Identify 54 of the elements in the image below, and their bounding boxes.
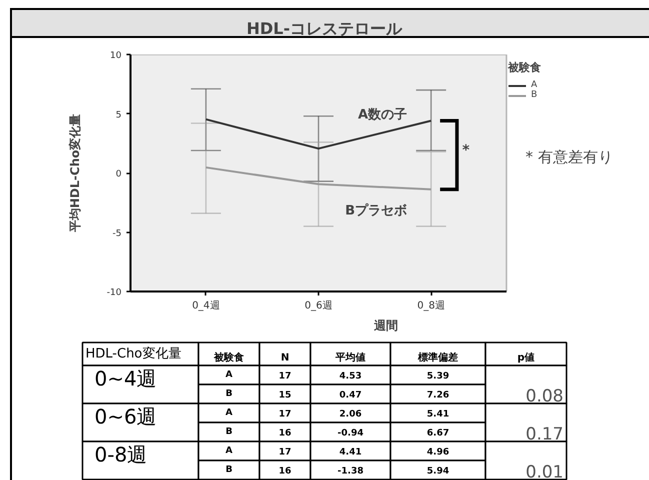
text: 15	[278, 390, 292, 400]
text: * 有意差有り	[526, 148, 613, 166]
annotation: A数の子	[358, 107, 408, 122]
category-label: 平均値	[334, 352, 366, 364]
text: 17	[278, 448, 292, 458]
y-tick-label: -5	[112, 228, 122, 239]
text: A	[226, 408, 232, 418]
text: 0~4週	[94, 366, 157, 390]
text: 5.41	[426, 410, 450, 420]
text: 4.96	[426, 448, 450, 458]
y-tick-label: 10	[110, 51, 122, 61]
y-tick-label: -10	[106, 288, 122, 298]
y-axis-title: 平均HDL-Cho変化量	[68, 114, 82, 234]
category-label: HDL-Cho変化量	[86, 346, 182, 362]
text: A	[226, 370, 232, 380]
category-label: 標準偏差	[417, 352, 458, 364]
x-tick-label: 0_8週	[417, 300, 445, 312]
text: A	[226, 446, 232, 456]
x-tick-label: 0_6週	[304, 300, 332, 312]
text: 17	[278, 410, 292, 420]
legend-label: A	[531, 80, 538, 90]
legend-label: B	[531, 90, 538, 100]
text: 0.08	[526, 386, 564, 406]
text: 0-8週	[94, 442, 148, 466]
text: 2.06	[339, 410, 362, 420]
text: 0~6週	[94, 404, 157, 428]
category-label: N	[280, 352, 290, 364]
text: 5.39	[426, 372, 450, 382]
y-tick-label: 5	[116, 110, 122, 120]
text: 0.47	[339, 390, 362, 400]
text: -0.94	[338, 428, 364, 438]
x-tick-label: 0_4週	[192, 300, 220, 312]
text: 0.17	[526, 424, 564, 444]
text: 7.26	[426, 390, 450, 400]
text: B	[226, 427, 232, 437]
text: 4.53	[339, 372, 362, 382]
y-tick-label: 0	[116, 170, 122, 180]
annotation: *	[462, 142, 470, 158]
text: 5.94	[426, 466, 450, 476]
text: -1.38	[338, 466, 364, 476]
annotation: Bプラセボ	[345, 202, 408, 218]
text: 17	[278, 372, 292, 382]
text: B	[226, 465, 232, 475]
text: 6.67	[426, 428, 450, 438]
text: 16	[278, 466, 292, 476]
category-label: 被験食	[213, 352, 244, 364]
chart-title: HDL-コレステロール	[246, 19, 404, 38]
text: 0.01	[526, 462, 564, 480]
x-axis-title: 週間	[373, 318, 398, 332]
text: 16	[278, 428, 292, 438]
text: 4.41	[339, 448, 362, 458]
legend-title: 被験食	[508, 60, 542, 75]
category-label: p値	[517, 352, 535, 364]
text: B	[226, 389, 232, 399]
